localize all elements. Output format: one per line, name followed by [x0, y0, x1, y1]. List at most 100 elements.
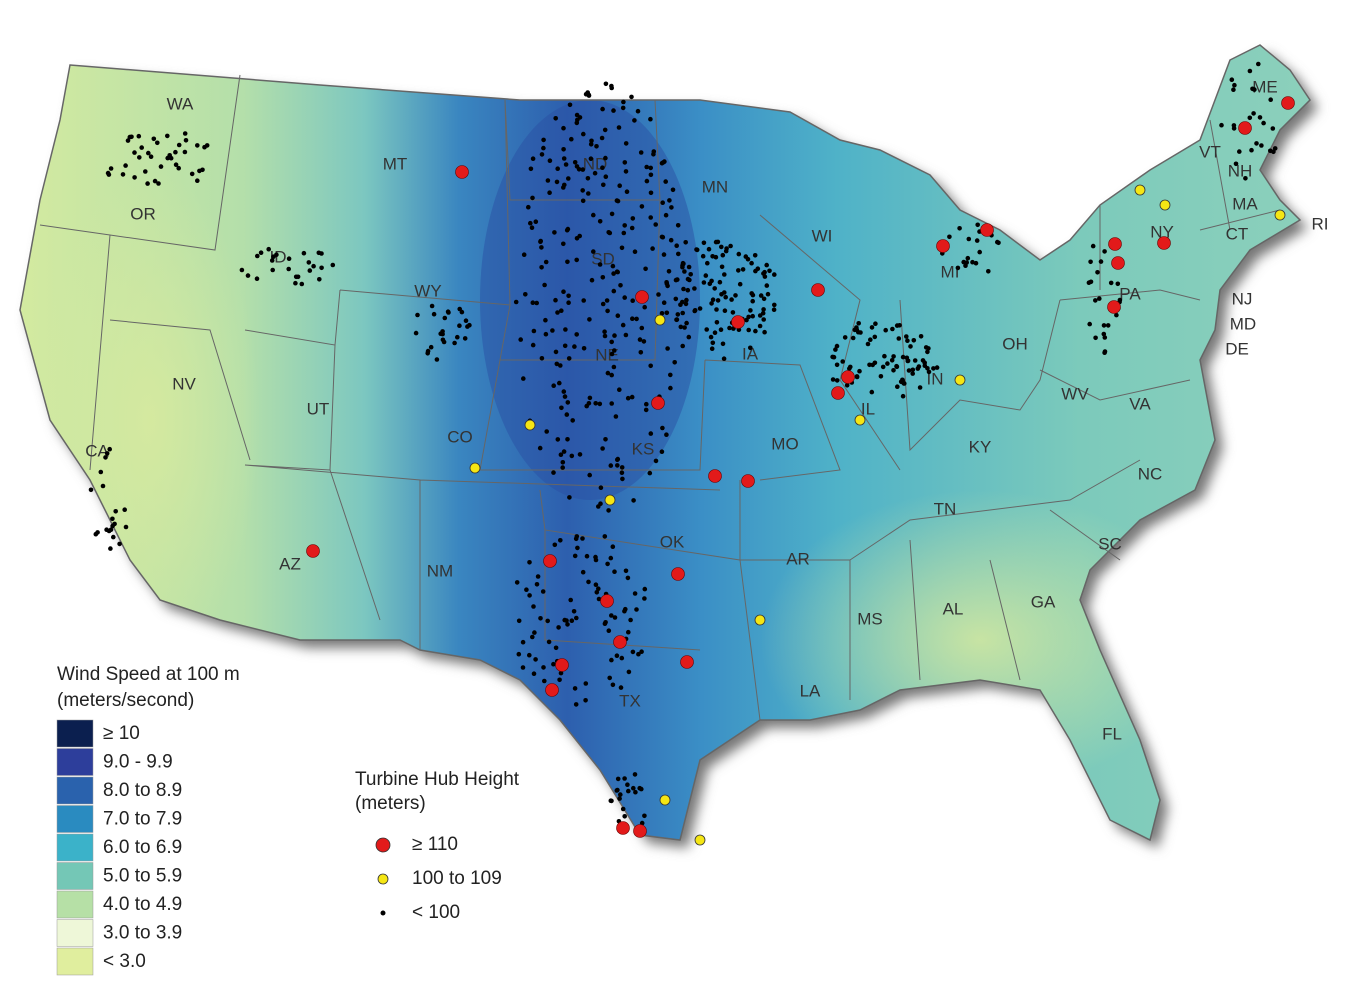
turbine-site	[638, 150, 644, 155]
turbine-site	[675, 312, 681, 317]
turbine-site	[670, 187, 676, 193]
turbine-site	[750, 292, 756, 298]
turbine-site	[575, 545, 580, 551]
turbine-site	[258, 250, 264, 255]
turbine-site	[650, 246, 655, 251]
turbine-site	[882, 353, 887, 359]
turbine-site	[651, 149, 657, 154]
turbine-site	[565, 259, 570, 265]
turbine-site	[634, 607, 639, 612]
turbine-site	[565, 400, 571, 405]
turbine-site	[307, 268, 313, 273]
turbine-site	[574, 615, 579, 621]
turbine-site	[557, 380, 562, 386]
turbine-site	[527, 593, 532, 598]
turbine-site	[755, 266, 761, 272]
turbine-site	[811, 283, 825, 297]
state-label: MA	[1232, 194, 1258, 213]
turbine-site	[644, 164, 649, 170]
turbine-site	[660, 200, 665, 205]
turbine-site	[965, 255, 971, 261]
turbine-site	[575, 117, 580, 123]
turbine-site	[586, 579, 591, 585]
legend-marker	[380, 910, 386, 916]
turbine-site	[632, 772, 638, 777]
turbine-site	[830, 377, 836, 382]
state-label: VA	[1129, 394, 1151, 413]
turbine-site	[617, 796, 622, 801]
turbine-site	[600, 275, 606, 280]
state-label: WV	[1061, 384, 1089, 403]
turbine-site	[105, 170, 111, 176]
turbine-site	[600, 301, 606, 307]
turbine-site	[574, 332, 579, 337]
turbine-site	[620, 476, 625, 482]
turbine-site	[692, 308, 697, 314]
turbine-site	[1098, 259, 1104, 264]
turbine-site	[685, 276, 691, 282]
turbine-site	[566, 356, 572, 361]
turbine-site	[596, 586, 601, 591]
turbine-site	[850, 335, 856, 341]
turbine-site	[614, 269, 620, 275]
turbine-site	[587, 395, 593, 401]
turbine-site	[966, 236, 972, 242]
turbine-site	[1270, 126, 1276, 131]
turbine-site	[629, 94, 634, 100]
turbine-site	[705, 260, 710, 266]
turbine-site	[603, 437, 608, 442]
turbine-site	[293, 280, 298, 286]
turbine-site	[1233, 161, 1239, 167]
turbine-site	[182, 131, 188, 136]
turbine-site	[513, 299, 519, 305]
turbine-site	[182, 149, 188, 155]
turbine-site	[603, 81, 609, 87]
west-low-wind	[40, 170, 260, 670]
turbine-site	[1259, 143, 1264, 148]
turbine-site	[551, 661, 556, 667]
turbine-site	[543, 554, 557, 568]
turbine-site	[688, 272, 693, 277]
turbine-site	[844, 383, 850, 388]
turbine-site	[708, 334, 714, 340]
turbine-site	[621, 99, 626, 105]
turbine-site	[274, 252, 279, 257]
turbine-site	[683, 301, 689, 307]
turbine-site	[1115, 281, 1121, 287]
turbine-site	[623, 568, 629, 574]
turbine-site	[977, 249, 982, 255]
turbine-site	[561, 389, 567, 394]
turbine-site	[660, 425, 665, 431]
turbine-site	[1087, 321, 1092, 327]
turbine-site	[580, 167, 586, 172]
turbine-site	[560, 460, 566, 465]
wind-legend-title: Wind Speed at 100 m	[57, 664, 240, 685]
turbine-site	[905, 338, 910, 344]
turbine-site	[668, 372, 673, 378]
turbine-site	[521, 252, 527, 257]
turbine-site	[648, 363, 653, 369]
turbine-site	[544, 429, 549, 434]
turbine-site	[429, 303, 435, 309]
turbine-site	[664, 310, 670, 316]
turbine-site	[584, 403, 589, 409]
turbine-site	[612, 348, 617, 353]
turbine-site	[100, 483, 106, 489]
turbine-site	[1159, 199, 1171, 211]
turbine-site	[554, 361, 560, 367]
turbine-site	[565, 226, 571, 232]
turbine-site	[626, 788, 631, 794]
turbine-site	[1281, 96, 1295, 110]
turbine-site	[947, 234, 952, 240]
legend-swatch	[56, 890, 94, 919]
state-label: DE	[1225, 339, 1249, 358]
turbine-site	[856, 321, 861, 326]
turbine-site	[896, 336, 902, 341]
turbine-site	[609, 798, 614, 804]
turbine-site	[1093, 298, 1098, 303]
turbine-site	[840, 359, 845, 364]
turbine-site	[585, 90, 590, 95]
turbine-site	[557, 677, 562, 683]
state-label: MN	[702, 177, 728, 196]
turbine-site	[618, 283, 623, 288]
